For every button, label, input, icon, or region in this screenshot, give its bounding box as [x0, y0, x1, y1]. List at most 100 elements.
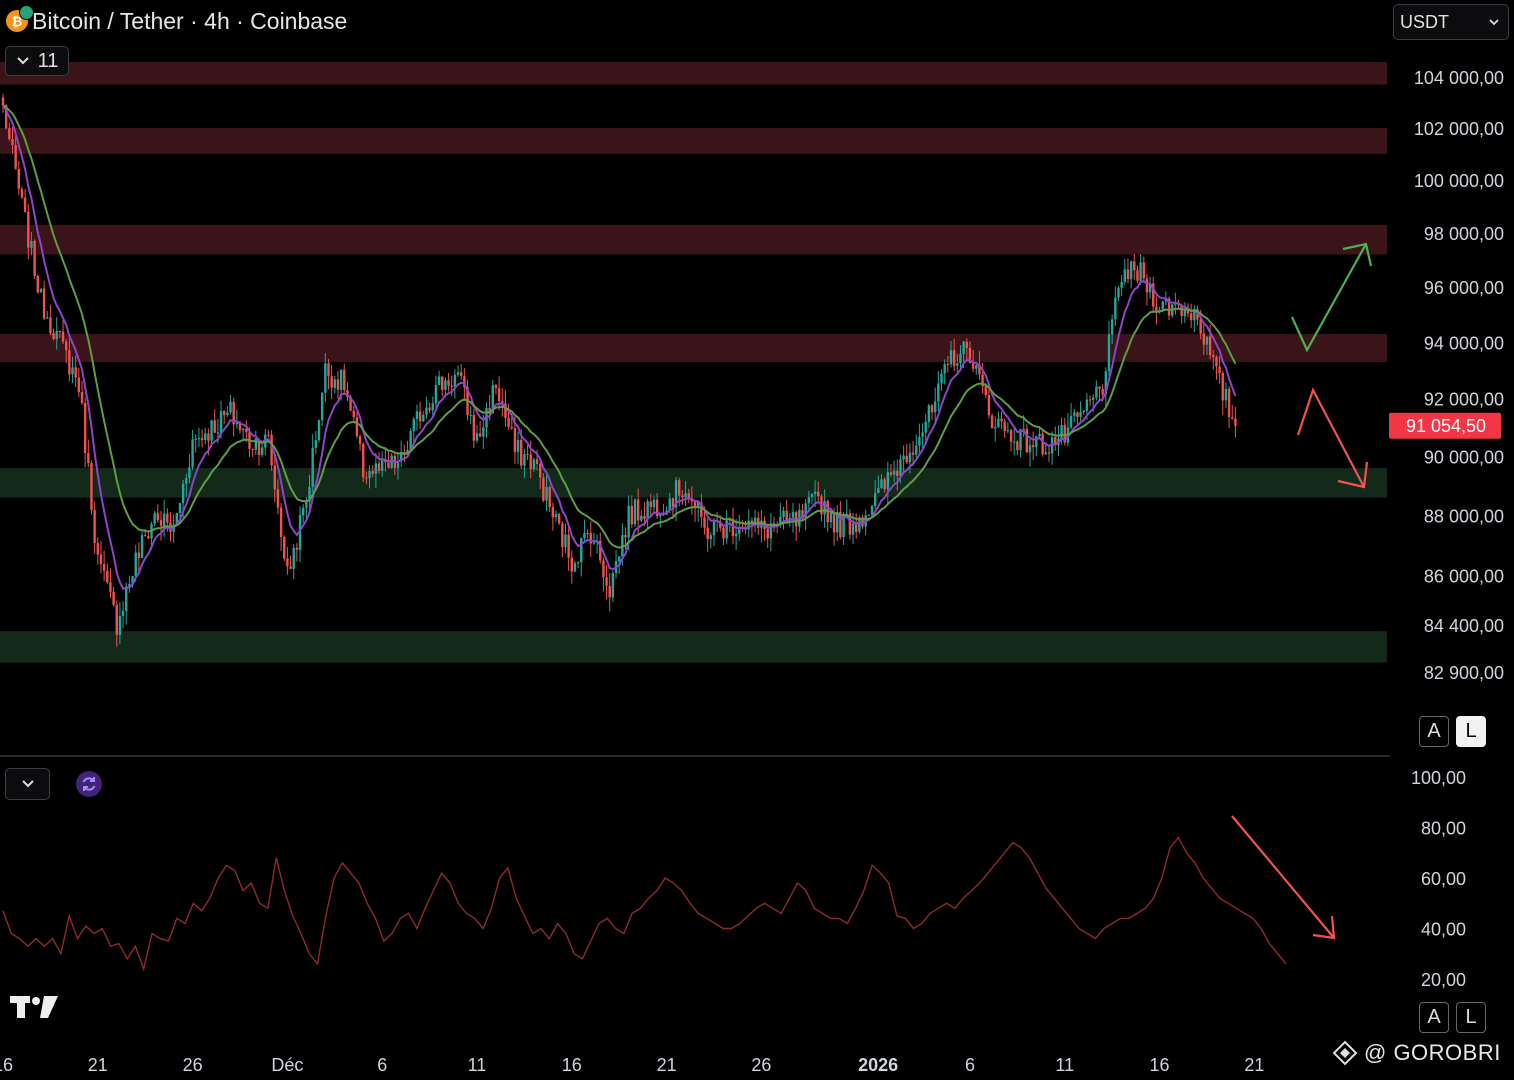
candle-body — [4, 105, 8, 129]
candle-body — [456, 372, 460, 375]
candle-body — [333, 379, 336, 388]
chevron-down-icon — [21, 780, 34, 788]
candle-body — [1215, 356, 1218, 367]
candle-body — [178, 503, 182, 514]
candle-body — [873, 492, 877, 506]
candle-body — [396, 461, 400, 469]
candle-body — [564, 534, 567, 548]
candle-body — [678, 480, 681, 496]
candle-body — [1180, 305, 1183, 317]
candle-body — [700, 502, 703, 518]
candle-body — [1019, 429, 1022, 451]
time-axis-label: 16 — [562, 1055, 582, 1075]
candle-body — [144, 535, 147, 537]
resistance-zone-3 — [0, 333, 1387, 362]
candle-body — [807, 497, 810, 504]
candle-body — [1120, 282, 1123, 288]
osc-auto-scale-button[interactable]: A — [1419, 1002, 1449, 1033]
candle-body — [1218, 366, 1221, 373]
candle-body — [472, 415, 476, 441]
candle-body — [709, 535, 713, 540]
candle-body — [984, 386, 987, 396]
refresh-icon[interactable] — [76, 771, 102, 797]
candle-body — [175, 513, 178, 525]
candle-body — [102, 564, 106, 571]
candle-body — [978, 364, 981, 375]
time-axis-label: 16 — [0, 1055, 13, 1075]
candle-body — [1, 97, 5, 106]
candle-body — [918, 436, 921, 446]
price-axis-label: 98 000,00 — [1424, 224, 1504, 244]
candle-body — [971, 362, 975, 369]
candle-body — [27, 211, 30, 248]
candle-body — [156, 513, 160, 521]
candle-body — [535, 459, 539, 464]
candle-body — [646, 501, 649, 519]
log-scale-button[interactable]: L — [1456, 716, 1486, 747]
candle-body — [181, 483, 185, 504]
candle-body — [463, 376, 466, 388]
candle-body — [618, 556, 621, 562]
candle-body — [317, 420, 321, 441]
symbol-title[interactable]: Bitcoin / Tether · 4h · Coinbase — [32, 7, 348, 34]
candle-body — [475, 433, 479, 441]
candle-body — [1205, 336, 1209, 345]
currency-value: USDT — [1400, 11, 1449, 32]
candle-body — [140, 535, 144, 558]
candle-body — [286, 558, 289, 567]
candle-body — [1107, 334, 1111, 372]
candle-body — [975, 364, 978, 369]
candle-body — [42, 288, 46, 319]
candle-body — [365, 477, 368, 479]
candle-body — [1139, 262, 1142, 281]
candle-body — [80, 392, 84, 403]
indicators-toggle-button[interactable]: 11 — [5, 46, 69, 76]
candle-body — [11, 139, 14, 146]
candle-body — [1022, 428, 1025, 430]
candle-body — [516, 439, 520, 452]
candle-body — [488, 408, 491, 414]
candle-body — [23, 197, 27, 212]
candle-body — [1114, 297, 1117, 320]
currency-select[interactable]: USDT — [1393, 4, 1509, 40]
candle-body — [570, 557, 573, 572]
candle-body — [61, 331, 65, 342]
candle-body — [497, 388, 501, 402]
oscillator-collapse-button[interactable] — [5, 768, 50, 800]
candle-body — [1199, 319, 1202, 334]
tradingview-logo-icon[interactable] — [10, 994, 60, 1020]
candle-body — [706, 527, 709, 540]
candle-body — [450, 385, 453, 387]
auto-scale-button[interactable]: A — [1419, 716, 1449, 747]
candle-body — [358, 436, 362, 444]
candle-body — [235, 423, 239, 425]
candle-body — [270, 434, 273, 466]
candle-body — [324, 363, 327, 393]
candle-body — [387, 462, 390, 468]
osc-log-scale-button[interactable]: L — [1456, 1002, 1486, 1033]
candle-body — [58, 330, 62, 332]
candle-body — [599, 540, 602, 561]
candle-body — [128, 583, 131, 587]
time-axis-label: 2026 — [858, 1055, 898, 1075]
candle-body — [207, 433, 210, 441]
candle-body — [589, 533, 592, 544]
oscillator-axis-label: 80,00 — [1421, 819, 1466, 839]
candle-body — [399, 452, 403, 462]
candle-body — [624, 535, 627, 538]
candle-body — [1161, 301, 1164, 310]
candle-body — [725, 520, 728, 539]
candle-body — [627, 505, 630, 538]
price-axis-label: 96 000,00 — [1424, 278, 1504, 298]
candle-body — [289, 566, 292, 569]
candle-body — [444, 380, 447, 390]
candle-body — [112, 591, 115, 605]
candle-body — [106, 570, 109, 583]
candle-body — [507, 418, 510, 427]
candle-body — [968, 347, 972, 363]
candle-body — [997, 418, 1000, 428]
candle-body — [1208, 336, 1212, 356]
candle-body — [539, 463, 542, 478]
candle-body — [1031, 445, 1035, 448]
